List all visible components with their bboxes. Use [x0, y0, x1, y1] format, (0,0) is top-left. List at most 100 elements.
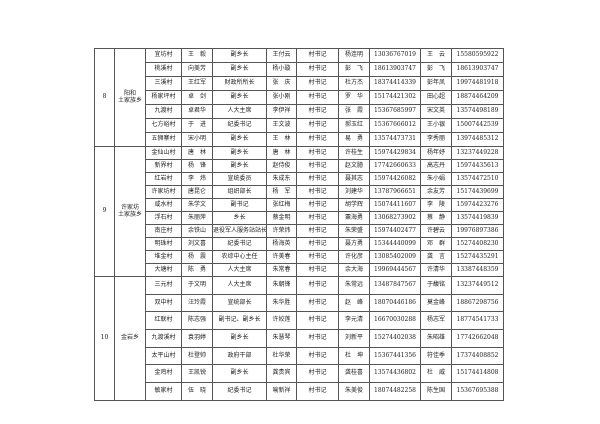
secretary-name-cell: 杨 军: [266, 185, 297, 199]
cadre-position-cell: 人大主席: [212, 276, 267, 295]
secretary-name-cell: 赵侍俊: [266, 159, 297, 173]
table-row: 咸水村 朱学文 副书记 张红梅 村书记 胡学辉 15074411607 李 陵 15974423…: [95, 198, 504, 212]
table-row: 红联村 陈志强 副书记、副乡长 许姣莲 村书记 李元清 16670030288 杨志军 1877…: [95, 311, 504, 331]
contact-name-cell: 许化彦: [338, 250, 370, 264]
cadre-name-cell: 朱丽萍: [181, 211, 213, 225]
backup-phone-cell: 15274408230: [451, 237, 504, 251]
backup-name-cell: 朱小娟: [420, 172, 452, 186]
backup-phone-cell: 15974435613: [451, 159, 504, 173]
backup-name-cell: 彭年凤: [420, 76, 452, 91]
cadre-position-cell: 财政所所长: [212, 76, 267, 91]
township-name: 阳和 土家族乡: [114, 48, 146, 147]
cadre-position-cell: 纪委书记: [212, 382, 267, 401]
backup-name-cell: 杨志军: [420, 311, 452, 331]
cadre-position-cell: 副乡长: [212, 48, 267, 63]
contact-phone-cell: 15174421302: [369, 90, 421, 105]
secretary-title-cell: 村书记: [296, 172, 339, 186]
contact-name-cell: 张 霞: [338, 104, 370, 119]
cadre-name-cell: 陈志强: [181, 311, 213, 331]
village-cell: 明珠村: [145, 237, 182, 251]
secretary-name-cell: 张小刚: [266, 90, 297, 105]
backup-phone-cell: 15367695388: [451, 382, 504, 401]
village-cell: 红岩村: [145, 172, 182, 186]
contact-name-cell: 易 勇: [338, 132, 370, 147]
secretary-name-cell: 杜华荣: [266, 346, 297, 366]
cadre-position-cell: 副乡长: [212, 90, 267, 105]
backup-phone-cell: 13237449228: [451, 146, 504, 160]
cadre-position-cell: 副书记: [212, 198, 267, 212]
contact-phone-cell: 13574473731: [369, 132, 421, 147]
cadre-name-cell: 杨 锋: [181, 159, 213, 173]
cadre-position-cell: 副乡长: [212, 62, 267, 77]
contact-name-cell: 许桂生: [338, 146, 370, 160]
contact-phone-cell: 18070446186: [369, 293, 421, 313]
contact-phone-cell: 18374414339: [369, 76, 421, 91]
village-cell: 金仙山村: [145, 146, 182, 160]
contact-phone-cell: 15074411607: [369, 198, 421, 212]
secretary-name-cell: 唐 林: [266, 146, 297, 160]
secretary-title-cell: 村书记: [296, 311, 339, 331]
cadre-name-cell: 余铁山: [181, 224, 213, 238]
secretary-title-cell: 村书记: [296, 48, 339, 63]
backup-name-cell: 宋文英: [420, 104, 452, 119]
cadre-position-cell: 组织部长: [212, 185, 267, 199]
secretary-title-cell: 村书记: [296, 62, 339, 77]
table-row: 堆金村杨 震农综中心主任 许美春 村书记 许化彦 13085402009 龚 言 15274…: [95, 250, 504, 264]
table-row: 九渡村 卓君华 人大主席 李伊祥 村书记张 霞 15367685997 宋文英 1357449…: [95, 104, 504, 119]
secretary-title-cell: 村书记: [296, 198, 339, 212]
backup-name-cell: 王小银: [420, 118, 452, 133]
village-cell: 堆金村: [145, 250, 182, 264]
cadre-position-cell: 宣统部长: [212, 293, 267, 313]
contact-phone-cell: 13068273902: [369, 211, 421, 225]
contact-phone-cell: 15974402477: [369, 224, 421, 238]
backup-phone-cell: 18867298756: [451, 293, 504, 313]
secretary-title-cell: 村书记: [296, 329, 339, 348]
village-cell: 五狮寨村: [145, 132, 182, 147]
secretary-name-cell: 张红梅: [266, 198, 297, 212]
secretary-name-cell: 杨小璇: [266, 62, 297, 77]
contact-name-cell: 聂方勇: [338, 237, 370, 251]
contact-name-cell: 余大海: [338, 263, 370, 277]
village-cell: 七方峪村: [145, 118, 182, 133]
cadre-name-cell: 李 炜: [181, 172, 213, 186]
contact-phone-cell: 17742660633: [369, 159, 421, 173]
contact-name-cell: 赵 峰: [338, 293, 370, 313]
village-cell: 红联村: [145, 311, 182, 331]
secretary-title-cell: 村书记: [296, 250, 339, 264]
table-row: 10 金岩乡 三元村 于文明 人大主席 朱朝锋 村书记 朱常远 13487847567 于馥铭 13…: [94, 276, 504, 401]
village-cell: 九渡溪村: [145, 329, 182, 348]
cadre-position-cell: 农综中心主任: [212, 250, 267, 264]
cadre-name-cell: 唐 林: [181, 146, 213, 160]
backup-phone-cell: 15007442539: [451, 118, 504, 133]
secretary-title-cell: 村书记: [296, 237, 339, 251]
cadre-name-cell: 王凯锐: [181, 364, 213, 384]
cadre-name-cell: 杜登帅: [181, 346, 213, 366]
cadre-position-cell: 副乡长: [212, 159, 267, 173]
secretary-name-cell: 朱华胜: [266, 293, 297, 313]
backup-phone-cell: 18874464209: [451, 90, 504, 105]
backup-name-cell: 蔡 静: [420, 211, 452, 225]
contact-name-cell: 胡学辉: [338, 198, 370, 212]
contact-phone-cell: 15974426082: [369, 172, 421, 186]
backup-name-cell: 龚 言: [420, 250, 452, 264]
backup-name-cell: 许碧云: [420, 224, 452, 238]
village-cell: 许家坊村: [145, 185, 182, 199]
backup-name-cell: 杨年妤: [420, 146, 452, 160]
village-cell: 新界村: [145, 159, 182, 173]
contact-phone-cell: 15367666012: [369, 118, 421, 133]
contact-phone-cell: 15274402038: [369, 329, 421, 348]
backup-phone-cell: 18613903747: [451, 62, 504, 77]
cadre-name-cell: 王 毅: [181, 48, 213, 63]
village-cell: 三溪村: [145, 76, 182, 91]
backup-name-cell: 许清华: [420, 263, 452, 277]
village-cell: 三元村: [145, 276, 182, 295]
village-cell: 双中村: [145, 293, 182, 313]
secretary-title-cell: 村书记: [296, 118, 339, 133]
secretary-name-cell: 王文波: [266, 118, 297, 133]
cadre-name-cell: 卓 剑: [181, 90, 213, 105]
secretary-name-cell: 朱慧琴: [266, 329, 297, 348]
cadre-name-cell: 朱学文: [181, 198, 213, 212]
cadre-position-cell: 人大主席: [212, 263, 267, 277]
table-row: 三溪村 王红军 财政所所长张 庆村书记 杜方杰 18374414339 彭年凤 199744…: [95, 76, 504, 91]
backup-phone-cell: 15274435291: [451, 250, 504, 264]
